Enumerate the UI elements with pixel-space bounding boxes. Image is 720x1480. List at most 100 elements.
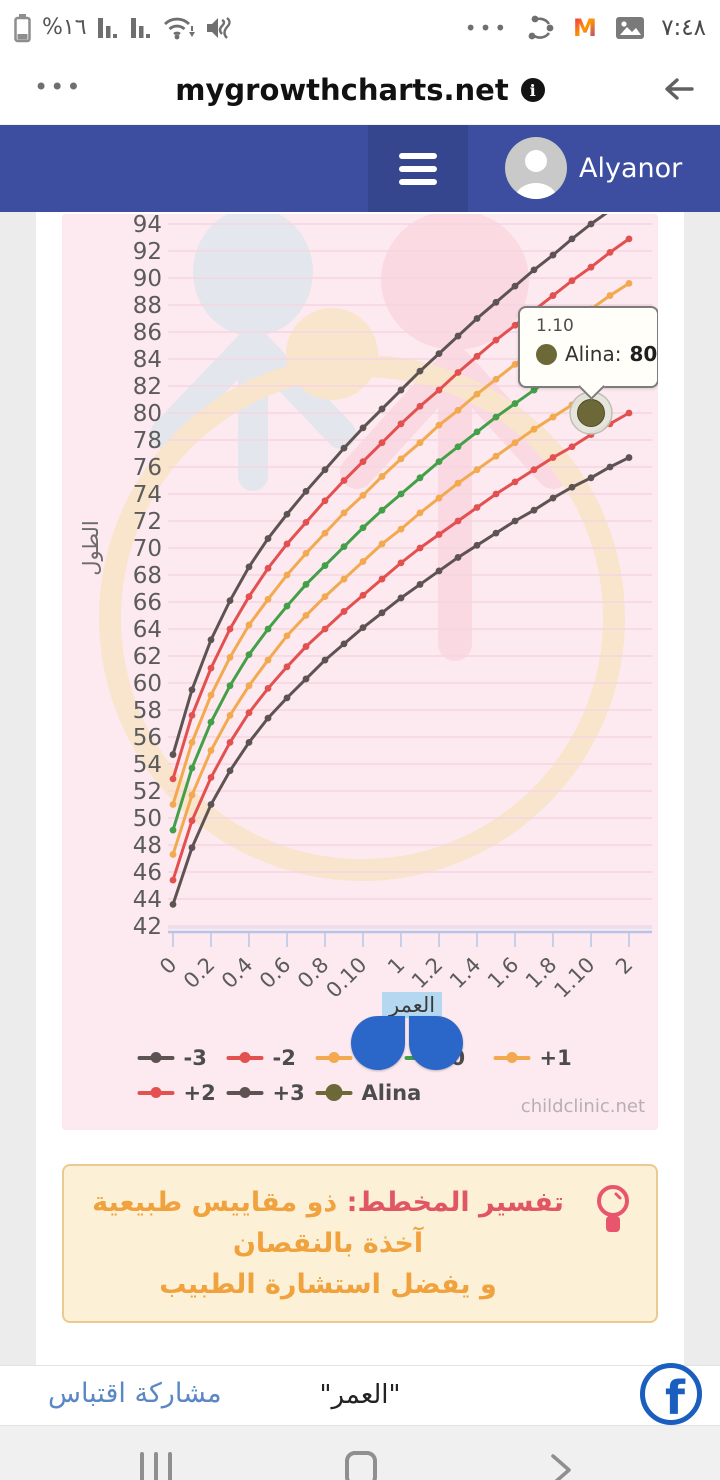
cellular-signal-icon [97,17,117,38]
legend-marker [226,1049,264,1066]
patient-point-Alina[interactable] [569,391,613,435]
legend-label: -3 [183,1045,207,1070]
svg-text:80: 80 [133,401,162,427]
svg-text:76: 76 [133,455,162,481]
svg-text:90: 90 [133,266,162,292]
legend-marker [226,1084,264,1101]
svg-text:62: 62 [133,644,162,670]
tip-title: تفسير المخطط: [346,1187,564,1218]
chart-tooltip: 1.10 Alina: 80 [518,306,658,388]
svg-text:44: 44 [133,887,162,913]
share-quote-link[interactable]: مشاركة اقتباس [48,1378,222,1409]
svg-text:1.10: 1.10 [549,953,599,1003]
avatar [505,137,567,199]
myntra-m-icon: M [573,14,597,42]
y-gridlines-and-labels: 4244464850525456586062646668707274767880… [133,214,652,940]
back-button[interactable] [548,1452,574,1480]
svg-text:0: 0 [155,953,181,979]
svg-text:1.4: 1.4 [445,953,486,994]
tooltip-series-name: Alina: [565,342,622,366]
legend-marker [493,1049,531,1066]
svg-text:78: 78 [133,428,162,454]
svg-text:56: 56 [133,725,162,751]
tip-text-2: و يفضل استشارة الطبيب [159,1269,497,1300]
legend-marker [137,1049,175,1066]
browser-menu-dots[interactable]: ••• [34,73,83,101]
home-button[interactable] [345,1451,377,1480]
svg-text:70: 70 [133,536,162,562]
legend-label: Alina [361,1080,422,1105]
site-url[interactable]: mygrowthcharts.net [175,73,509,107]
svg-text:84: 84 [133,347,162,373]
svg-text:42: 42 [133,914,162,940]
svg-text:1: 1 [383,953,409,979]
svg-text:48: 48 [133,833,162,859]
growth-chart-card: 42 44 46 48 50 52 54 56 58 60 62 64 66 68 70 72 74 76 78 80… [62,214,658,1130]
svg-text:2: 2 [611,953,637,979]
svg-text:82: 82 [133,374,162,400]
svg-text:74: 74 [133,482,162,508]
svg-text:0.10: 0.10 [321,953,371,1003]
growth-chart-canvas[interactable]: 4244464850525456586062646668707274767880… [62,214,658,1130]
legend-marker [315,1084,353,1101]
svg-text:54: 54 [133,752,162,778]
tip-text-1: ذو مقاييس طبيعية آخذة بالنقصان [92,1187,424,1259]
svg-text:0.6: 0.6 [255,953,296,994]
user-menu[interactable]: Alyanor [505,137,682,199]
browser-toolbar: ••• mygrowthcharts.net i [0,55,720,125]
svg-text:94: 94 [133,214,162,238]
notification-overflow-dots: ••• [464,15,510,40]
tooltip-age: 1.10 [536,316,574,336]
chart-watermark [99,214,625,881]
screenshot-image-icon [616,16,645,39]
quote-share-bar: مشاركة اقتباس "العمر" f [0,1363,720,1425]
svg-text:M: M [573,14,597,42]
series-+3 [169,214,608,758]
legend-item--3[interactable]: -3 [137,1040,227,1075]
legend-item-Alina[interactable]: Alina [315,1075,421,1110]
svg-text:1.2: 1.2 [407,953,448,994]
text-selection-handle-right[interactable] [409,1016,463,1070]
legend-label: +2 [183,1080,216,1105]
svg-text:1.6: 1.6 [483,953,524,994]
svg-text:0.2: 0.2 [179,953,220,994]
legend-label: +1 [539,1045,572,1070]
tooltip-value: 80 [629,342,658,366]
clock: ٧:٤٨ [661,14,706,41]
battery-percent: %١٦ [42,15,87,40]
legend-item-+3[interactable]: +3 [226,1075,316,1110]
cellular-signal-2-icon [130,17,150,38]
site-info-icon[interactable]: i [520,78,545,102]
y-axis-title: الطول [79,520,103,576]
browser-back-arrow-icon[interactable] [662,74,696,104]
svg-text:50: 50 [133,806,162,832]
svg-text:64: 64 [133,617,162,643]
lightbulb-icon [597,1185,629,1232]
x-axis-title-selected[interactable]: العمر [382,992,443,1018]
address-bar[interactable]: mygrowthcharts.net i [0,55,720,125]
facebook-icon[interactable]: f [640,1363,702,1425]
svg-text:88: 88 [133,293,162,319]
svg-text:0.4: 0.4 [217,953,258,994]
svg-text:68: 68 [133,563,162,589]
share-network-icon [528,15,554,39]
legend-marker [315,1049,353,1066]
watermark-credit: childclinic.net [520,1096,645,1117]
text-selection-handle-left[interactable] [351,1016,405,1070]
selected-quote-text: "العمر" [319,1380,401,1410]
vibrate-mute-icon [206,16,231,39]
legend-label: +3 [272,1080,305,1105]
legend-item-+2[interactable]: +2 [137,1075,227,1110]
svg-text:46: 46 [133,860,162,886]
legend-item-+1[interactable]: +1 [493,1040,583,1075]
svg-text:86: 86 [133,320,162,346]
svg-text:52: 52 [133,779,162,805]
hamburger-menu-button[interactable] [368,125,468,212]
legend-marker [137,1084,175,1101]
page-content: 42 44 46 48 50 52 54 56 58 60 62 64 66 68 70 72 74 76 78 80… [36,212,684,1365]
legend-item--2[interactable]: -2 [226,1040,316,1075]
tooltip-series-dot [536,343,557,365]
wifi-icon [163,17,195,39]
status-bar: %١٦ ••• M [0,0,720,55]
recents-button[interactable] [140,1452,172,1480]
